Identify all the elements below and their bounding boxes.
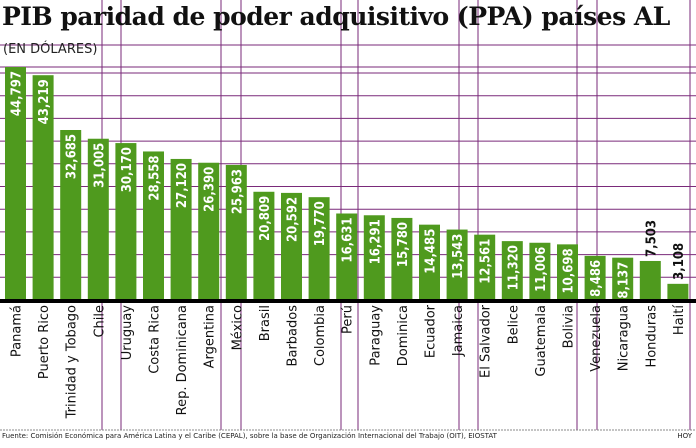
data-label: 28,558 [148,155,163,200]
bar [529,242,551,300]
data-label: 11,006 [534,247,549,292]
category-label: Argentina [203,305,218,368]
bar [281,192,302,300]
data-label: 8,137 [617,262,632,299]
bar [446,229,468,300]
bar [5,67,26,300]
bar [308,197,330,300]
data-label: 43,219 [37,79,52,124]
bar [612,257,634,300]
category-label: Chile [92,305,107,338]
data-label: 31,005 [92,143,107,188]
data-label: 27,120 [175,163,190,208]
baseline [0,299,696,303]
bar [32,75,54,301]
data-label: 3,108 [672,243,687,280]
category-label: Bolivia [562,305,577,348]
category-label: Haití [672,305,687,335]
data-label: 10,698 [562,248,577,293]
category-label: El Salvador [479,304,494,378]
bar [336,213,358,300]
bar [391,217,413,300]
category-label: Rep. Dominicana [175,305,190,415]
data-label: 16,291 [368,219,383,264]
data-label: 13,543 [451,234,466,279]
category-label: Perú [341,305,356,334]
category-label: Barbados [286,305,301,367]
category-label: Brasil [258,305,273,341]
bar [225,164,247,300]
data-label: 20,592 [286,197,301,242]
credit: HOY [677,432,692,440]
category-label: Colombia [313,305,328,366]
bar [253,191,275,300]
data-label: 30,170 [120,147,135,192]
bar [639,260,661,300]
data-label: 26,390 [203,167,218,212]
category-label: Belice [506,305,521,344]
chart-title: PIB paridad de poder adquisitivo (PPA) p… [2,2,670,31]
bar [170,158,192,300]
data-label: 19,770 [313,201,328,246]
bar [419,224,440,300]
category-label: Ecuador [424,304,439,358]
data-label: 15,780 [396,222,411,267]
category-label: Jamaica [451,305,466,357]
bar [474,234,496,300]
category-label: Guatemala [534,305,549,377]
bar [667,283,689,300]
bar [363,215,385,300]
category-label: Nicaragua [617,305,632,371]
category-label: Panamá [10,305,25,357]
data-label: 12,561 [479,239,494,284]
data-label: 14,485 [424,229,439,274]
category-label: Dominica [396,305,411,366]
data-label: 16,631 [341,217,356,262]
category-label: México [230,305,245,350]
bar [198,162,220,300]
data-label: 44,797 [10,71,25,116]
category-label: Venezuela [589,305,604,372]
chart-subtitle: (EN DÓLARES) [3,42,98,57]
category-label: Honduras [644,305,659,368]
bar [60,129,82,300]
data-label: 32,685 [65,134,80,179]
bar [501,241,523,300]
bar [557,244,578,300]
bar [87,138,109,300]
category-label: Trinidad y Tobago [65,305,80,419]
category-label: Costa Rica [148,305,163,374]
data-label: 11,320 [506,245,521,290]
bar [115,143,137,300]
data-label: 25,963 [230,169,245,214]
category-label: Paraguay [368,305,383,366]
data-label: 7,503 [644,220,659,257]
data-label: 20,809 [258,196,273,241]
bar [143,151,164,300]
category-label: Puerto Rico [37,305,52,379]
category-label: Uruguay [120,305,135,361]
bar [584,255,606,300]
data-label: 8,486 [589,260,604,297]
source-note: Fuente: Comisión Económica para América … [2,432,497,440]
